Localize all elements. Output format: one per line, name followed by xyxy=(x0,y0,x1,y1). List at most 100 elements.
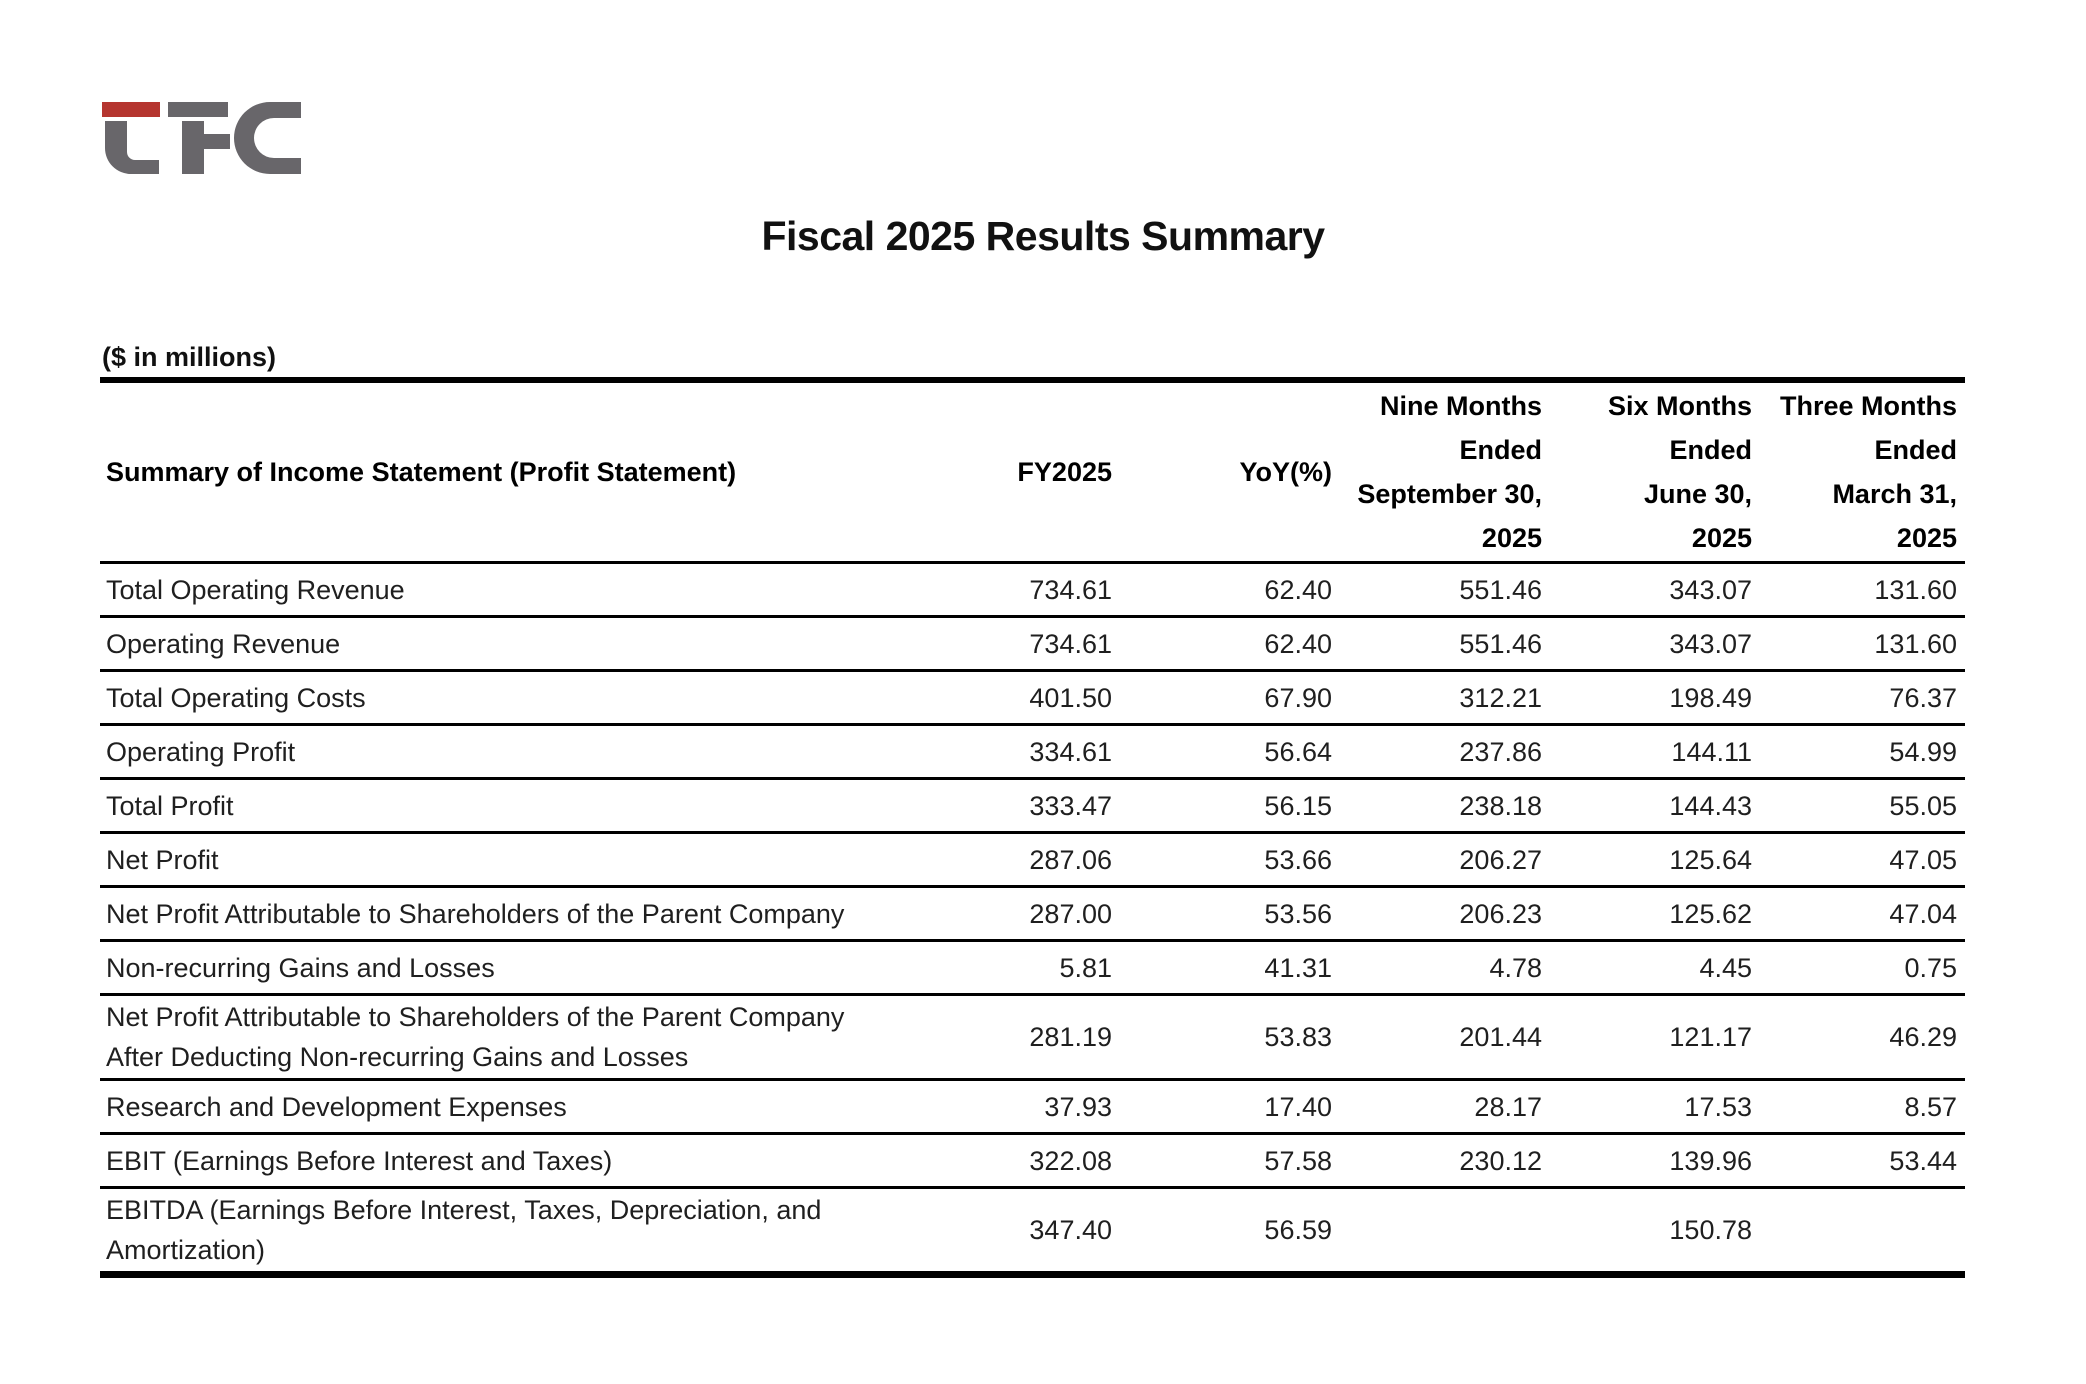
cell-value: 144.11 xyxy=(1671,736,1752,767)
cell-value: 206.23 xyxy=(1459,898,1542,929)
row-label: Operating Revenue xyxy=(106,628,341,659)
cell-value: 54.99 xyxy=(1889,736,1957,767)
table-row: Research and Development Expenses 37.93 17… xyxy=(100,1080,1965,1134)
page-title: Fiscal 2025 Results Summary xyxy=(761,213,1325,259)
cell-value: 5.81 xyxy=(1059,952,1112,983)
cell-value: 62.40 xyxy=(1264,628,1332,659)
cell-value: 401.50 xyxy=(1029,682,1112,713)
cell-value: 144.43 xyxy=(1669,790,1752,821)
row-label: Total Operating Revenue xyxy=(106,574,405,605)
logo-letter-f xyxy=(182,121,230,174)
cell-value: 53.44 xyxy=(1889,1145,1957,1176)
cell-value xyxy=(1340,1188,1550,1275)
table-body: Total Operating Revenue 734.61 62.40 551.46… xyxy=(100,563,1965,1275)
cell-value: 0.75 xyxy=(1904,952,1957,983)
cell-value: 46.29 xyxy=(1889,1022,1957,1052)
cell-value: 237.86 xyxy=(1459,736,1542,767)
cell-value: 347.40 xyxy=(1029,1215,1112,1245)
header-summary-label: Summary of Income Statement (Profit Stat… xyxy=(106,457,737,487)
cell-value: 734.61 xyxy=(1029,628,1112,659)
row-label: Total Profit xyxy=(106,790,234,821)
logo-letter-f-bar xyxy=(168,102,228,117)
table-header-row: Summary of Income Statement (Profit Stat… xyxy=(100,380,1965,563)
cell-value: 322.08 xyxy=(1029,1145,1112,1176)
cell-value: 125.64 xyxy=(1669,844,1752,875)
cell-value: 53.66 xyxy=(1264,844,1332,875)
table-row: Total Operating Revenue 734.61 62.40 551.46… xyxy=(100,563,1965,617)
cell-value: 734.61 xyxy=(1029,574,1112,605)
cell-value: 198.49 xyxy=(1669,682,1752,713)
cell-value: 55.05 xyxy=(1889,790,1957,821)
cell-value: 206.27 xyxy=(1459,844,1542,875)
table-row: Total Operating Costs 401.50 67.90 312.21 19… xyxy=(100,671,1965,725)
cell-value: 67.90 xyxy=(1264,682,1332,713)
cell-value: 57.58 xyxy=(1264,1145,1332,1176)
table-row: Non-recurring Gains and Losses 5.81 41.31 4… xyxy=(100,941,1965,995)
lfc-logo-icon xyxy=(102,102,301,174)
cell-value: 131.60 xyxy=(1874,628,1957,659)
cell-value: 201.44 xyxy=(1459,1022,1542,1052)
cell-value: 4.78 xyxy=(1489,952,1542,983)
row-label: Operating Profit xyxy=(106,736,296,767)
cell-value: 56.15 xyxy=(1264,790,1332,821)
table-row: Net Profit Attributable to Shareholders … xyxy=(100,887,1965,941)
table-row: Net Profit 287.06 53.66 206.27 125.64 47.05 xyxy=(100,833,1965,887)
cell-value: 47.04 xyxy=(1889,898,1957,929)
column-header: Three Months Ended March 31, 2025 xyxy=(1779,391,1957,553)
column-header: Six Months Ended June 30, 2025 xyxy=(1607,391,1752,553)
table-row: EBITDA (Earnings Before Interest, Taxes,… xyxy=(100,1188,1965,1275)
cell-value: 125.62 xyxy=(1669,898,1752,929)
row-label: Net Profit Attributable to Shareholders … xyxy=(106,898,845,929)
row-label: Net Profit xyxy=(106,844,219,875)
cell-value: 17.53 xyxy=(1684,1091,1752,1122)
cell-value: 551.46 xyxy=(1459,628,1542,659)
units-note: ($ in millions) xyxy=(102,342,277,372)
row-label: Research and Development Expenses xyxy=(106,1091,567,1122)
row-label: Total Operating Costs xyxy=(106,682,366,713)
table-row: Operating Profit 334.61 56.64 237.86 144.11 5… xyxy=(100,725,1965,779)
logo-red-bar xyxy=(102,102,160,117)
cell-value: 41.31 xyxy=(1264,952,1332,983)
cell-value: 150.78 xyxy=(1669,1215,1752,1245)
cell-value: 17.40 xyxy=(1264,1091,1332,1122)
company-logo xyxy=(102,100,302,176)
cell-value: 56.64 xyxy=(1264,736,1332,767)
cell-value: 56.59 xyxy=(1264,1215,1332,1245)
logo-letter-c xyxy=(234,102,301,174)
cell-value: 334.61 xyxy=(1029,736,1112,767)
cell-value: 238.18 xyxy=(1459,790,1542,821)
row-label: Non-recurring Gains and Losses xyxy=(106,952,495,983)
row-label: Net Profit Attributable to Shareholders … xyxy=(106,1002,845,1072)
table-row: Operating Revenue 734.61 62.40 551.46 343.07… xyxy=(100,617,1965,671)
cell-value: 131.60 xyxy=(1874,574,1957,605)
cell-value: 53.83 xyxy=(1264,1022,1332,1052)
table-row: Total Profit 333.47 56.15 238.18 144.43 55.05 xyxy=(100,779,1965,833)
column-header: Nine Months Ended September 30, 2025 xyxy=(1357,391,1542,553)
cell-value: 333.47 xyxy=(1029,790,1112,821)
row-label: EBITDA (Earnings Before Interest, Taxes,… xyxy=(106,1195,822,1265)
cell-value: 4.45 xyxy=(1699,952,1752,983)
table-row: EBIT (Earnings Before Interest and Taxes… xyxy=(100,1134,1965,1188)
row-label: EBIT (Earnings Before Interest and Taxes… xyxy=(106,1145,613,1176)
cell-value: 37.93 xyxy=(1044,1091,1112,1122)
cell-value: 28.17 xyxy=(1474,1091,1542,1122)
cell-value: 76.37 xyxy=(1889,682,1957,713)
cell-value: 287.00 xyxy=(1029,898,1112,929)
cell-value: 47.05 xyxy=(1889,844,1957,875)
cell-value: 551.46 xyxy=(1459,574,1542,605)
income-statement-table: Summary of Income Statement (Profit Stat… xyxy=(100,377,1965,1278)
logo-letter-l xyxy=(105,121,159,174)
column-header: FY2025 xyxy=(1017,457,1112,487)
cell-value: 343.07 xyxy=(1669,628,1752,659)
cell-value: 53.56 xyxy=(1264,898,1332,929)
cell-value: 8.57 xyxy=(1904,1091,1957,1122)
cell-value: 139.96 xyxy=(1669,1145,1752,1176)
cell-value: 62.40 xyxy=(1264,574,1332,605)
cell-value: 287.06 xyxy=(1029,844,1112,875)
cell-value: 281.19 xyxy=(1029,1022,1112,1052)
cell-value: 312.21 xyxy=(1459,682,1542,713)
cell-value: 121.17 xyxy=(1669,1022,1752,1052)
cell-value: 343.07 xyxy=(1669,574,1752,605)
cell-value xyxy=(1760,1188,1965,1275)
